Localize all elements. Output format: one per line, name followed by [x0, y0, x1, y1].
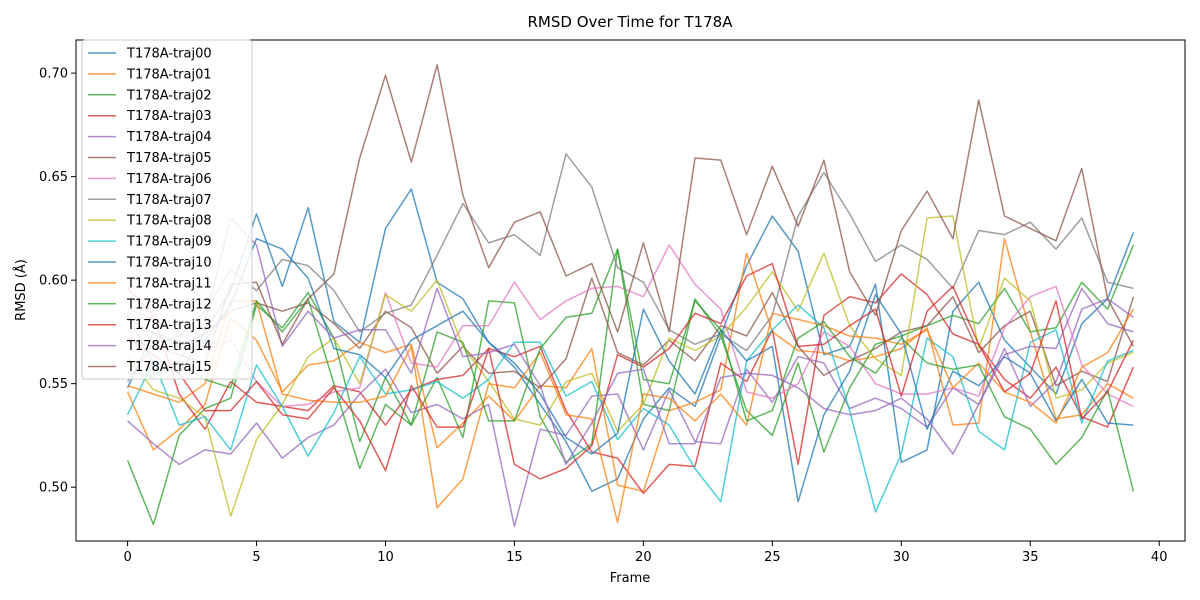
x-axis-ticks: 0 5 10 15 20 25 30 35 40 [123, 541, 1167, 565]
chart-title: RMSD Over Time for T178A [528, 13, 734, 31]
series-line-t178a-traj09 [126, 304, 1134, 513]
series-layer [126, 64, 1135, 528]
legend-label: T178A-traj12 [126, 297, 212, 312]
legend-label: T178A-traj04 [126, 130, 212, 145]
series-line-t178a-traj05 [127, 277, 1135, 389]
y-axis-label: RMSD (Å) [13, 259, 29, 321]
legend-label: T178A-traj14 [126, 339, 212, 354]
x-tick-label: 10 [377, 550, 394, 565]
x-axis-label: Frame [610, 571, 651, 586]
series-line-t178a-traj08 [127, 215, 1134, 517]
legend-label: T178A-traj01 [126, 67, 212, 82]
x-tick-label: 0 [123, 550, 131, 565]
plot-frame [75, 39, 1186, 542]
series-line-t178a-traj12 [127, 248, 1135, 492]
y-tick-label: 0.65 [39, 170, 68, 185]
series-line-t178a-traj01 [126, 237, 1134, 493]
legend-label: T178A-traj09 [126, 235, 212, 250]
series-line-t178a-traj14 [127, 217, 1134, 466]
legend-label: T178A-traj05 [126, 151, 212, 166]
series-line-t178a-traj15 [127, 64, 1135, 364]
x-tick-label: 20 [635, 550, 652, 565]
legend-label: T178A-traj08 [126, 214, 212, 229]
y-tick-label: 0.70 [39, 67, 68, 82]
legend-label: T178A-traj03 [126, 109, 212, 124]
y-tick-label: 0.50 [39, 481, 68, 496]
y-tick-label: 0.60 [39, 274, 68, 289]
series-line-t178a-traj13 [127, 262, 1135, 480]
legend-label: T178A-traj06 [126, 172, 212, 187]
series-line-t178a-traj11 [127, 300, 1135, 524]
x-tick-label: 30 [893, 550, 910, 565]
x-tick-label: 5 [252, 550, 260, 565]
series-line-t178a-traj02 [126, 244, 1135, 526]
x-tick-label: 40 [1151, 550, 1168, 565]
legend-label: T178A-traj15 [126, 360, 212, 375]
x-tick-label: 25 [764, 550, 781, 565]
legend: T178A-traj00 T178A-traj01 T178A-traj02 T178… [81, 39, 253, 380]
series-line-t178a-traj03 [127, 273, 1135, 495]
x-tick-label: 15 [506, 550, 523, 565]
legend-items: T178A-traj00 T178A-traj01 T178A-traj02 T178… [88, 47, 212, 375]
series-line-t178a-traj00 [126, 188, 1135, 493]
y-tick-label: 0.55 [39, 377, 68, 392]
legend-label: T178A-traj10 [126, 256, 212, 271]
legend-box [81, 39, 253, 380]
x-tick-label: 35 [1022, 550, 1039, 565]
legend-label: T178A-traj02 [126, 88, 212, 103]
legend-label: T178A-traj13 [126, 318, 212, 333]
y-axis-ticks: 0.50 0.55 0.60 0.65 0.70 [39, 67, 76, 496]
legend-label: T178A-traj11 [126, 276, 212, 291]
legend-label: T178A-traj00 [126, 47, 212, 62]
legend-label: T178A-traj07 [126, 193, 212, 208]
